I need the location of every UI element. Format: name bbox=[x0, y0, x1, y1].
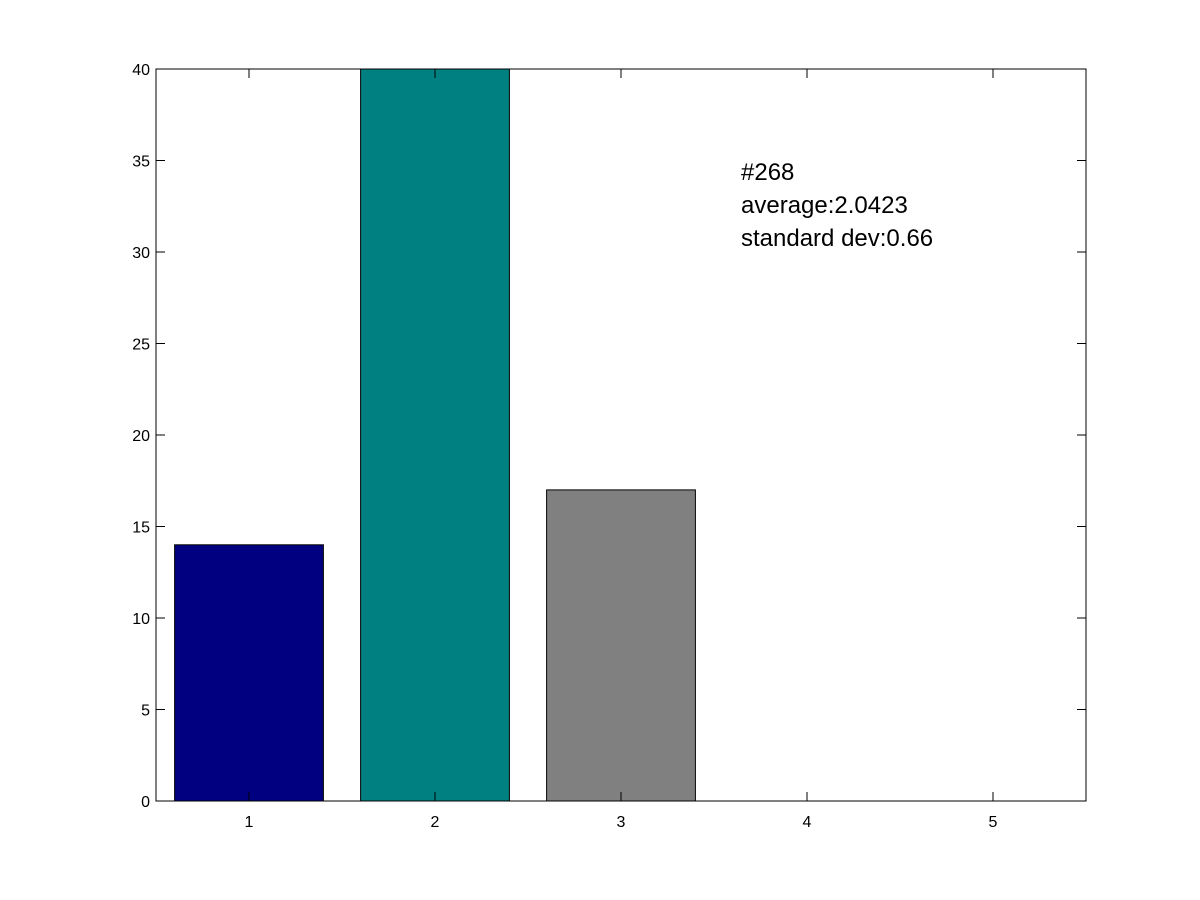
annotation-line-stddev: standard dev:0.66 bbox=[741, 225, 933, 252]
tick-labels-layer: 1 2 3 4 5 0 5 10 15 20 25 30 35 40 bbox=[132, 62, 997, 831]
y-tick-label: 0 bbox=[141, 794, 150, 811]
bars-layer bbox=[174, 68, 696, 802]
bar-3 bbox=[546, 489, 696, 802]
y-tick-label: 20 bbox=[132, 428, 150, 445]
annotation-line-count: #268 bbox=[741, 159, 794, 186]
y-tick-label: 10 bbox=[132, 611, 150, 628]
y-tick-label: 30 bbox=[132, 245, 150, 262]
bar-2 bbox=[360, 68, 510, 802]
y-tick-label: 25 bbox=[132, 337, 150, 354]
bar-1 bbox=[174, 544, 324, 802]
y-tick-label: 40 bbox=[132, 62, 150, 79]
x-tick-label: 1 bbox=[245, 814, 254, 831]
x-tick-label: 4 bbox=[803, 814, 812, 831]
x-tick-label: 3 bbox=[617, 814, 626, 831]
y-tick-label: 15 bbox=[132, 520, 150, 537]
y-tick-label: 35 bbox=[132, 154, 150, 171]
x-tick-label: 2 bbox=[431, 814, 440, 831]
annotation-line-average: average:2.0423 bbox=[741, 192, 908, 219]
annotation-text: #268 average:2.0423 standard dev:0.66 bbox=[741, 159, 933, 252]
x-tick-label: 5 bbox=[989, 814, 998, 831]
y-tick-label: 5 bbox=[141, 703, 150, 720]
ticks-layer bbox=[156, 68, 1086, 802]
